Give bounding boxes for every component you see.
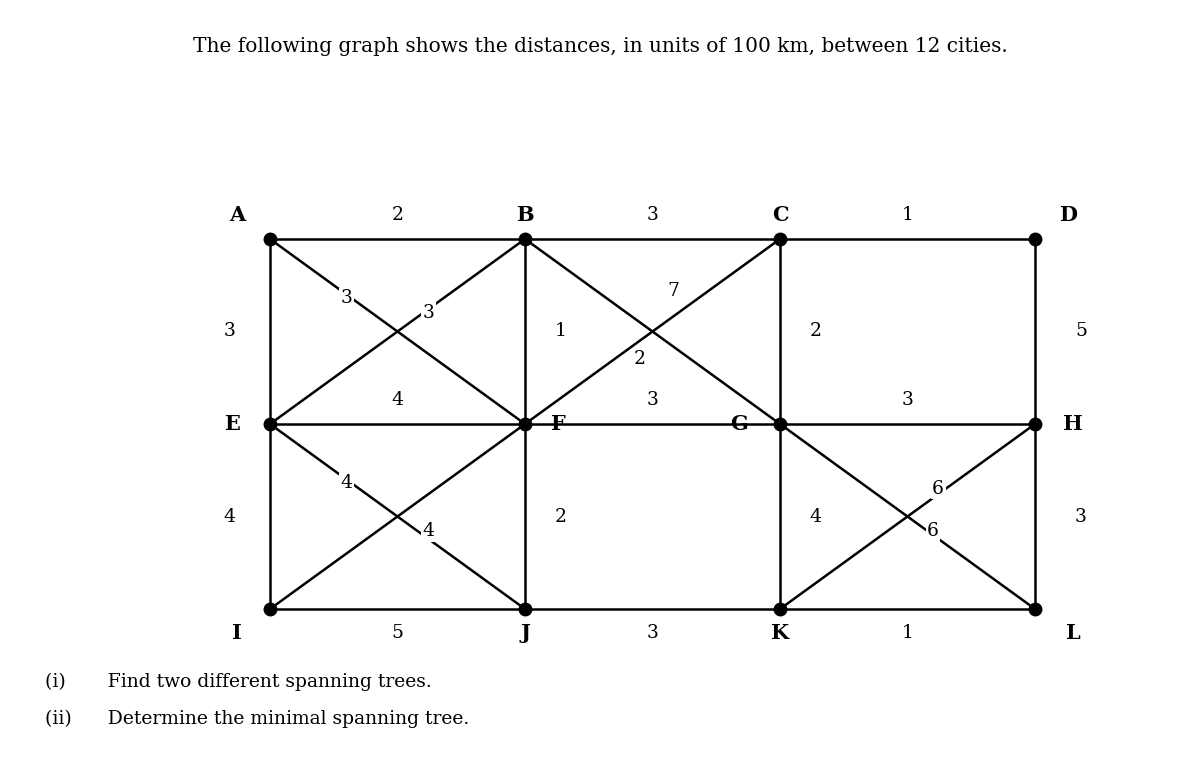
Text: 6: 6 — [928, 523, 938, 540]
Text: I: I — [232, 623, 241, 643]
Text: 3: 3 — [647, 206, 659, 224]
Text: 4: 4 — [341, 474, 353, 492]
Text: K: K — [770, 623, 790, 643]
Text: 7: 7 — [667, 282, 679, 299]
Text: 3: 3 — [647, 624, 659, 642]
Text: (i)       Find two different spanning trees.: (i) Find two different spanning trees. — [46, 673, 432, 691]
Text: A: A — [229, 205, 245, 225]
Text: 2: 2 — [391, 206, 403, 224]
Text: 5: 5 — [391, 624, 403, 642]
Text: 2: 2 — [634, 350, 646, 368]
Text: 2: 2 — [810, 322, 822, 341]
Text: D: D — [1060, 205, 1078, 225]
Text: 6: 6 — [932, 480, 944, 498]
Text: 3: 3 — [422, 304, 434, 322]
Text: 3: 3 — [341, 290, 353, 307]
Text: 3: 3 — [1075, 507, 1087, 526]
Text: (ii)      Determine the minimal spanning tree.: (ii) Determine the minimal spanning tree… — [46, 710, 469, 728]
Text: F: F — [551, 414, 565, 434]
Text: 5: 5 — [1075, 322, 1087, 341]
Text: 4: 4 — [810, 507, 822, 526]
Text: 4: 4 — [422, 523, 434, 540]
Text: 4: 4 — [223, 507, 235, 526]
Text: C: C — [772, 205, 788, 225]
Text: J: J — [520, 623, 530, 643]
Text: The following graph shows the distances, in units of 100 km, between 12 cities.: The following graph shows the distances,… — [193, 37, 1007, 56]
Text: L: L — [1066, 623, 1081, 643]
Text: 2: 2 — [554, 507, 566, 526]
Text: 3: 3 — [223, 322, 235, 341]
Text: H: H — [1063, 414, 1084, 434]
Text: 1: 1 — [901, 206, 913, 224]
Text: 1: 1 — [554, 322, 566, 341]
Text: G: G — [731, 414, 748, 434]
Text: B: B — [516, 205, 534, 225]
Text: 3: 3 — [901, 391, 913, 409]
Text: E: E — [224, 414, 240, 434]
Text: 1: 1 — [901, 624, 913, 642]
Text: 3: 3 — [647, 391, 659, 409]
Text: 4: 4 — [391, 391, 403, 409]
